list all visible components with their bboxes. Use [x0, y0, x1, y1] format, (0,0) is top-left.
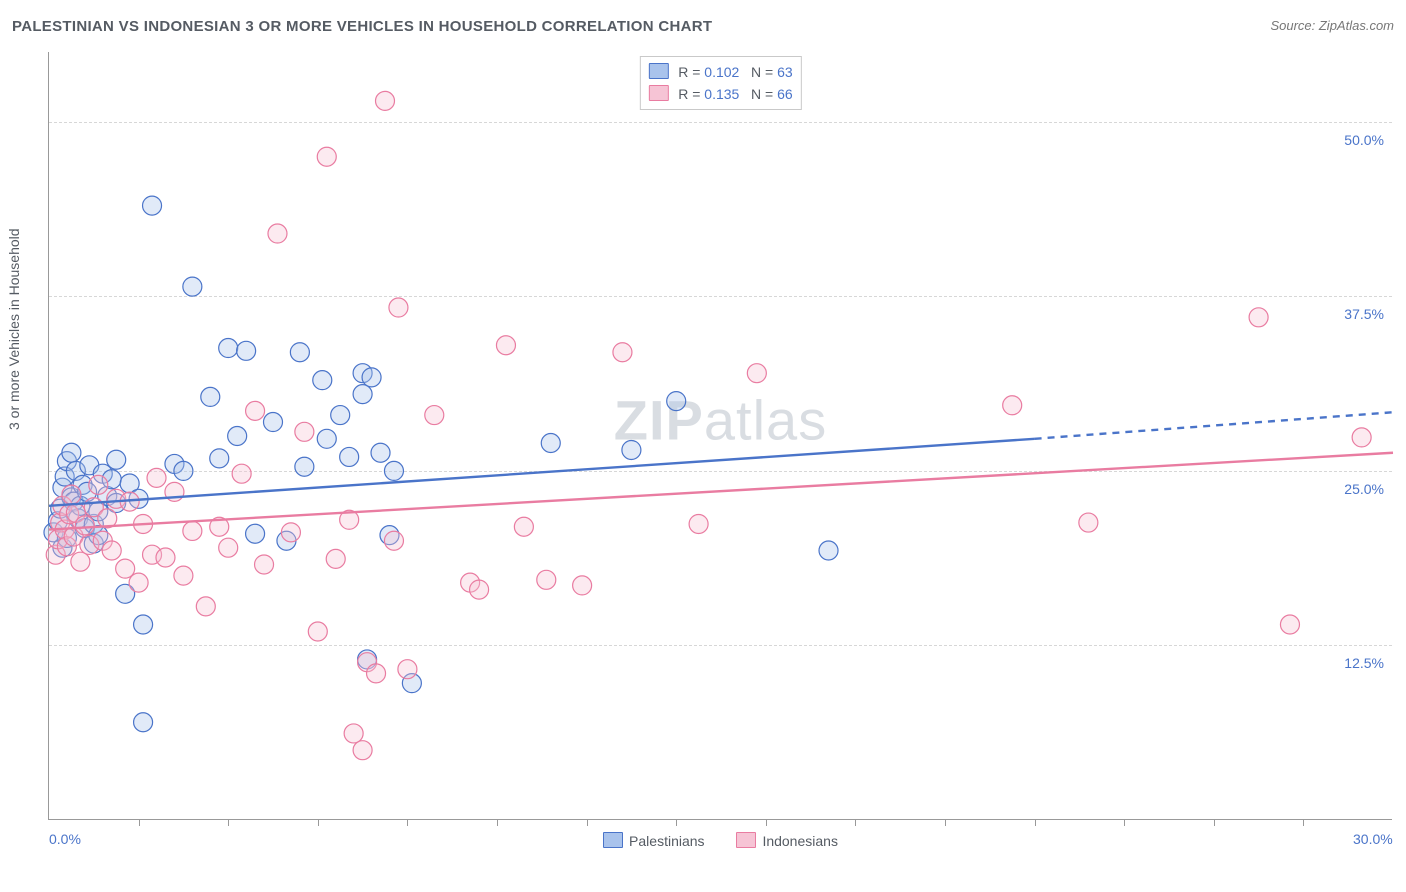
legend-row-indonesians: R = 0.135 N = 66 — [648, 83, 792, 105]
data-point — [156, 548, 175, 567]
data-point — [514, 517, 533, 536]
data-point — [183, 277, 202, 296]
data-point — [573, 576, 592, 595]
data-point — [295, 422, 314, 441]
correlation-legend: R = 0.102 N = 63 R = 0.135 N = 66 — [639, 56, 801, 110]
data-point — [1249, 308, 1268, 327]
series-legend: Palestinians Indonesians — [49, 832, 1392, 849]
data-point — [667, 392, 686, 411]
data-point — [376, 91, 395, 110]
data-point — [107, 450, 126, 469]
data-point — [246, 524, 265, 543]
data-point — [622, 440, 641, 459]
data-point — [340, 447, 359, 466]
data-point — [232, 464, 251, 483]
data-point — [295, 457, 314, 476]
data-point — [384, 531, 403, 550]
x-tick — [497, 819, 498, 826]
data-point — [201, 387, 220, 406]
data-point — [219, 538, 238, 557]
data-point — [496, 336, 515, 355]
x-tick — [945, 819, 946, 826]
x-tick — [676, 819, 677, 826]
data-point — [613, 343, 632, 362]
x-tick — [1035, 819, 1036, 826]
trend-line-extrapolated — [1035, 412, 1393, 439]
legend-item-indonesians: Indonesians — [736, 832, 838, 849]
data-point — [537, 570, 556, 589]
x-tick — [318, 819, 319, 826]
x-tick — [228, 819, 229, 826]
chart-title: PALESTINIAN VS INDONESIAN 3 OR MORE VEHI… — [12, 18, 712, 35]
data-point — [541, 433, 560, 452]
data-point — [210, 449, 229, 468]
data-point — [384, 461, 403, 480]
data-point — [331, 406, 350, 425]
data-point — [268, 224, 287, 243]
legend-item-palestinians: Palestinians — [603, 832, 705, 849]
data-point — [183, 521, 202, 540]
data-point — [228, 427, 247, 446]
data-point — [219, 339, 238, 358]
data-point — [75, 516, 94, 535]
data-point — [1079, 513, 1098, 532]
data-point — [246, 401, 265, 420]
x-tick — [1124, 819, 1125, 826]
data-point — [313, 371, 332, 390]
data-point — [689, 514, 708, 533]
x-tick — [1214, 819, 1215, 826]
data-point — [134, 713, 153, 732]
data-point — [371, 443, 390, 462]
data-point — [747, 364, 766, 383]
x-tick — [407, 819, 408, 826]
data-point — [174, 566, 193, 585]
data-point — [1003, 396, 1022, 415]
x-tick — [855, 819, 856, 826]
data-point — [362, 368, 381, 387]
data-point — [317, 429, 336, 448]
x-tick — [139, 819, 140, 826]
x-tick — [1303, 819, 1304, 826]
data-point — [1280, 615, 1299, 634]
data-point — [425, 406, 444, 425]
data-point — [367, 664, 386, 683]
data-point — [143, 196, 162, 215]
data-point — [196, 597, 215, 616]
data-point — [344, 724, 363, 743]
data-point — [353, 385, 372, 404]
source-label: Source: ZipAtlas.com — [1270, 18, 1394, 33]
data-point — [264, 413, 283, 432]
scatter-svg — [49, 52, 1393, 820]
data-point — [398, 660, 417, 679]
data-point — [62, 485, 81, 504]
data-point — [1352, 428, 1371, 447]
x-tick — [587, 819, 588, 826]
legend-row-palestinians: R = 0.102 N = 63 — [648, 61, 792, 83]
data-point — [470, 580, 489, 599]
data-point — [326, 549, 345, 568]
data-point — [129, 573, 148, 592]
data-point — [308, 622, 327, 641]
data-point — [281, 523, 300, 542]
data-point — [62, 443, 81, 462]
y-axis-label: 3 or more Vehicles in Household — [6, 228, 22, 430]
data-point — [255, 555, 274, 574]
plot-area: 12.5%25.0%37.5%50.0% ZIPatlas R = 0.102 … — [48, 52, 1392, 820]
x-tick — [766, 819, 767, 826]
data-point — [290, 343, 309, 362]
data-point — [174, 461, 193, 480]
data-point — [317, 147, 336, 166]
data-point — [389, 298, 408, 317]
trend-line — [49, 439, 1035, 506]
data-point — [89, 475, 108, 494]
data-point — [71, 552, 90, 571]
data-point — [353, 741, 372, 760]
data-point — [102, 541, 121, 560]
data-point — [134, 615, 153, 634]
data-point — [147, 468, 166, 487]
data-point — [237, 341, 256, 360]
data-point — [819, 541, 838, 560]
